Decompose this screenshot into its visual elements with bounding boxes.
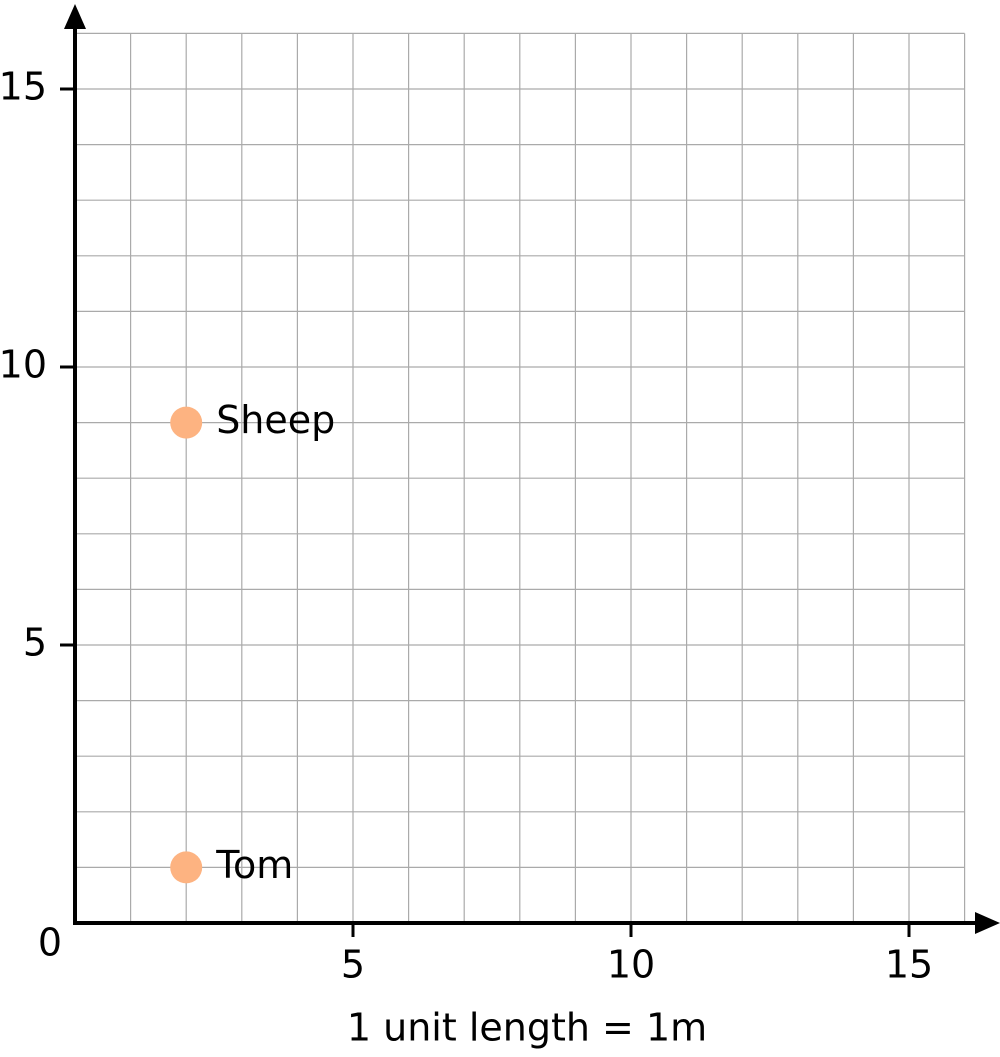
- y-tick-label: 15: [0, 65, 47, 109]
- axes: [64, 4, 1000, 934]
- y-axis-arrow: [64, 4, 86, 29]
- x-axis-arrow: [975, 912, 1000, 934]
- y-tick-label: 10: [0, 343, 47, 387]
- point: [170, 406, 203, 439]
- x-tick-label: 10: [607, 943, 655, 987]
- x-axis-label: 1 unit length = 1m: [347, 1006, 707, 1050]
- point-label: Tom: [215, 843, 293, 887]
- x-tick-label: 15: [885, 943, 933, 987]
- x-tick-label: 5: [341, 943, 365, 987]
- grid: [75, 32, 966, 923]
- x-tick-label: 0: [38, 921, 62, 965]
- point-label: Sheep: [216, 398, 335, 442]
- point: [170, 851, 203, 884]
- y-tick-label: 5: [23, 621, 47, 665]
